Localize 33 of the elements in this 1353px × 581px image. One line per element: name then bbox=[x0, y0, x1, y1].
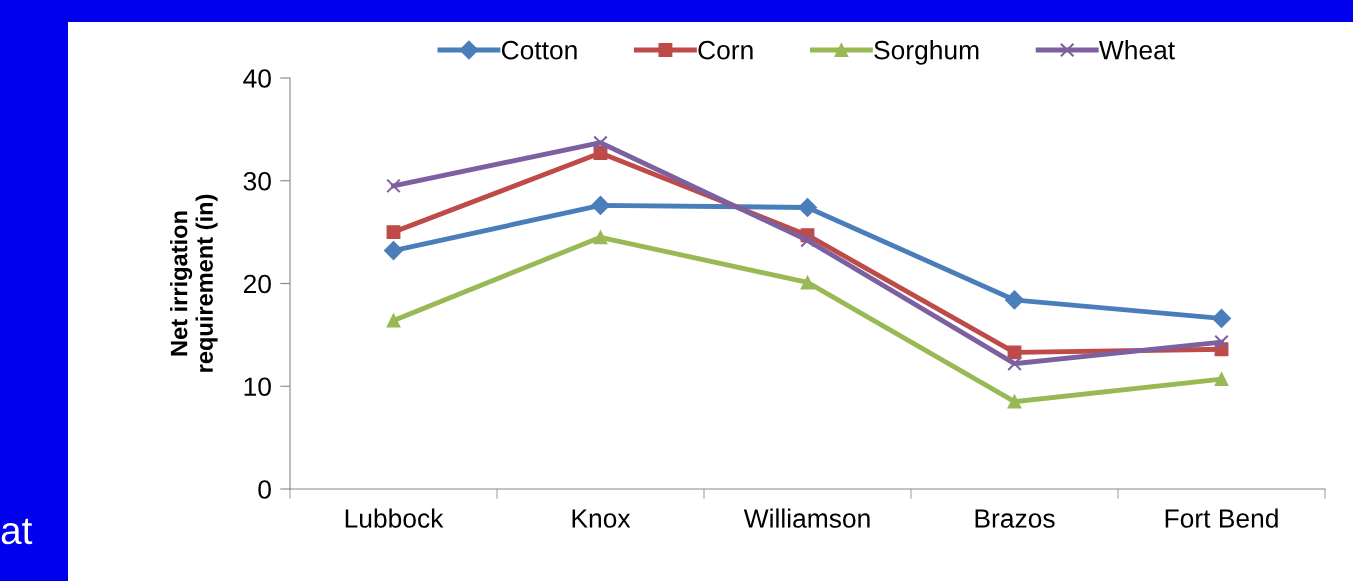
text: at bbox=[1, 518, 33, 545]
x-tick-label: Brazos bbox=[975, 509, 1055, 528]
y-tick-label: 0 bbox=[258, 480, 271, 499]
point bbox=[1007, 394, 1022, 409]
legend-label: Wheat bbox=[1098, 40, 1175, 60]
point bbox=[593, 135, 608, 151]
point bbox=[1007, 356, 1022, 371]
legend-label: Sorghum bbox=[874, 40, 979, 65]
legend-label: Corn bbox=[698, 40, 753, 60]
point bbox=[383, 241, 404, 261]
point bbox=[1214, 372, 1229, 387]
point bbox=[590, 195, 611, 215]
x-tick-label: Fort Bend bbox=[1165, 508, 1278, 528]
x-tick-label: Knox bbox=[572, 509, 631, 528]
point bbox=[1004, 290, 1025, 310]
point bbox=[797, 197, 818, 217]
point bbox=[593, 230, 608, 245]
point bbox=[386, 225, 401, 240]
point bbox=[386, 313, 401, 328]
y-tick-label: 10 bbox=[244, 377, 271, 397]
point bbox=[1214, 334, 1229, 350]
x-tick-label: Lubbock bbox=[345, 508, 444, 528]
x-tick-label: Williamson bbox=[743, 508, 870, 528]
legend-label: Cotton bbox=[501, 40, 577, 60]
y-axis-title: Net irrigation requirement (in) bbox=[170, 194, 218, 372]
point bbox=[1007, 345, 1022, 360]
y-tick-label: 20 bbox=[243, 274, 271, 294]
point bbox=[800, 275, 815, 290]
point bbox=[1211, 308, 1232, 328]
y-tick-label: 30 bbox=[243, 171, 271, 191]
point bbox=[800, 233, 815, 248]
y-tick-label: 40 bbox=[243, 69, 271, 88]
point bbox=[386, 178, 401, 194]
